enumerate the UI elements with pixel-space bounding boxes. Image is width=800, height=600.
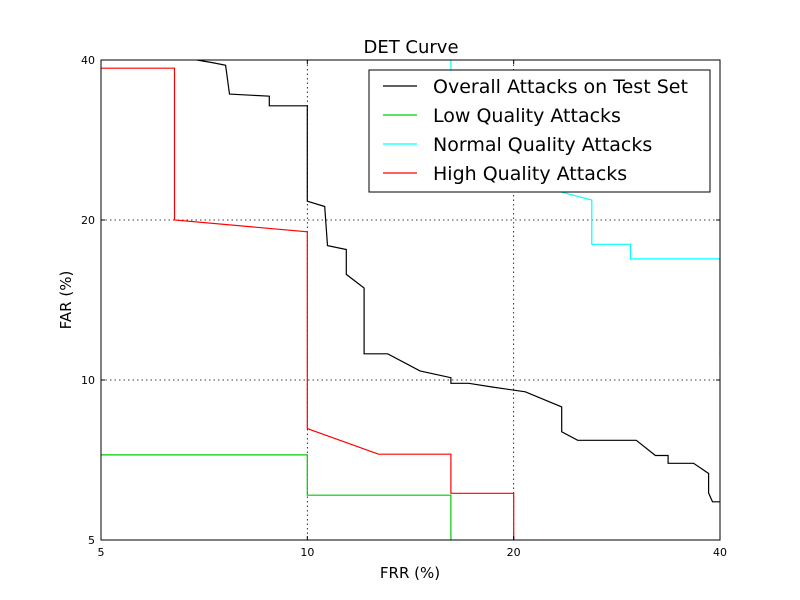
tick-layer: 5 10 20 40 5 10 20 40 bbox=[81, 54, 727, 559]
series-line-overall-attacks-on-test-set bbox=[196, 60, 720, 503]
series-line-low-quality-attacks bbox=[101, 454, 452, 540]
y-tick-label: 10 bbox=[81, 374, 95, 387]
legend-entry-label: Normal Quality Attacks bbox=[433, 134, 652, 156]
x-tick-label: 20 bbox=[507, 546, 521, 559]
x-tick-label: 5 bbox=[98, 546, 105, 559]
y-tick-label: 5 bbox=[88, 534, 95, 547]
chart-title: DET Curve bbox=[363, 37, 458, 58]
legend-entry-label: Overall Attacks on Test Set bbox=[433, 76, 688, 98]
legend-entry-label: Low Quality Attacks bbox=[433, 105, 621, 127]
legend-entry-label: High Quality Attacks bbox=[433, 163, 627, 185]
legend-box bbox=[368, 69, 711, 193]
series-line-high-quality-attacks bbox=[101, 67, 515, 540]
x-axis-label: FRR (%) bbox=[380, 564, 440, 582]
x-tick-label: 40 bbox=[713, 546, 727, 559]
plot-frame bbox=[100, 59, 721, 541]
legend: Overall Attacks on Test Set Low Quality A… bbox=[368, 69, 711, 193]
y-tick-label: 20 bbox=[81, 214, 95, 227]
x-tick-label: 10 bbox=[300, 546, 314, 559]
y-tick-label: 40 bbox=[81, 54, 95, 67]
y-axis-label: FAR (%) bbox=[57, 271, 75, 330]
